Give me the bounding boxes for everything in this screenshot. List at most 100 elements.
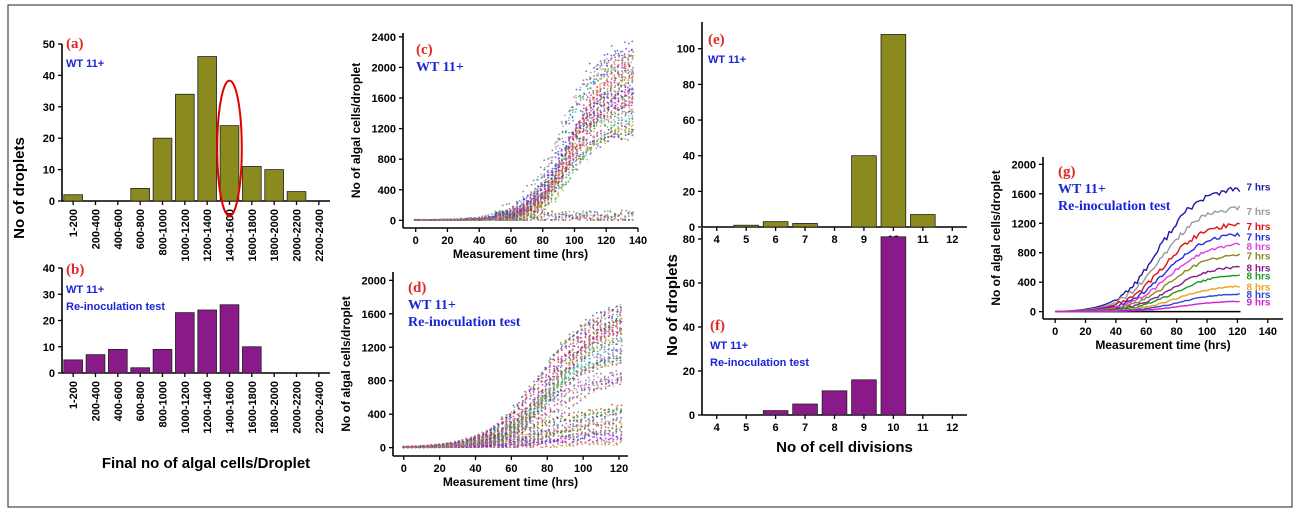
c-scatter-point (537, 208, 539, 211)
c-scatter-point (581, 121, 584, 124)
c-scatter-point (603, 131, 606, 134)
c-scatter-point (624, 91, 626, 94)
d-scatter-point (548, 435, 550, 438)
c-scatter-point (537, 214, 540, 217)
c-scatter-point (603, 81, 605, 84)
c-scatter-point (498, 214, 500, 217)
c-scatter-point (519, 213, 522, 216)
c-scatter-point (585, 154, 588, 157)
c-scatter-point (610, 63, 613, 66)
c-scatter-point (599, 90, 602, 92)
c-scatter-point (617, 128, 620, 131)
c-scatter-point (518, 199, 521, 202)
c-scatter-point (541, 193, 544, 196)
c-scatter-point (621, 122, 623, 124)
c-scatter-point (578, 214, 581, 217)
c-scatter-point (606, 74, 608, 76)
b-xtick-label: 2200-2400 (314, 381, 326, 434)
c-scatter-point (561, 211, 564, 213)
panel-annotation: WT 11+ (66, 284, 104, 296)
c-scatter-point (607, 85, 610, 87)
c-scatter-point (586, 83, 589, 86)
c-scatter-point (522, 211, 525, 214)
c-scatter-point (508, 202, 510, 205)
c-scatter-point (583, 83, 585, 86)
c-scatter-point (523, 208, 526, 211)
c-scatter-point (579, 95, 582, 97)
c-scatter-point (593, 219, 596, 221)
c-scatter-point (579, 158, 582, 161)
c-scatter-point (567, 119, 570, 122)
c-scatter-point (593, 214, 596, 217)
c-scatter-point (625, 65, 627, 68)
c-scatter-point (588, 91, 591, 94)
c-scatter-point (614, 50, 616, 53)
c-scatter-point (593, 135, 595, 138)
c-scatter-point (557, 169, 560, 172)
c-scatter-point (603, 93, 606, 96)
c-scatter-point (624, 41, 626, 43)
c-scatter-point (614, 94, 617, 97)
c-scatter-point (547, 212, 549, 215)
c-scatter-point (613, 90, 616, 92)
b-bar (85, 354, 106, 374)
c-scatter-point (611, 113, 614, 116)
c-scatter-point (610, 121, 613, 124)
c-scatter-point (572, 150, 574, 153)
c-scatter-point (613, 136, 615, 139)
c-scatter-point (543, 201, 546, 204)
c-scatter-point (593, 114, 596, 117)
e-bar (851, 155, 877, 228)
c-scatter-point (558, 165, 561, 168)
c-scatter-point (600, 219, 603, 221)
c-scatter-point (564, 216, 567, 219)
c-scatter-point (590, 211, 592, 213)
c-scatter-point (611, 97, 613, 100)
d-xtick-label: 60 (505, 463, 517, 475)
c-scatter-point (571, 145, 574, 148)
c-scatter-point (630, 111, 633, 113)
c-scatter-point (565, 181, 567, 184)
c-scatter-point (509, 219, 512, 221)
c-scatter-point (590, 130, 593, 133)
a-ytick-label: 40 (43, 70, 55, 82)
a-ytick-label: 30 (43, 102, 55, 114)
d-scatter-point (611, 411, 614, 414)
c-scatter-point (628, 102, 631, 104)
c-scatter-point (513, 211, 516, 214)
c-scatter-point (562, 140, 565, 143)
c-scatter-point (600, 117, 603, 120)
b-bar (242, 346, 262, 374)
c-scatter-point (574, 142, 577, 145)
c-scatter-point (628, 210, 631, 213)
panel-annotation: WT 11+ (708, 54, 746, 66)
c-scatter-point (596, 117, 598, 120)
c-scatter-point (631, 40, 634, 43)
c-scatter-point (546, 165, 549, 168)
c-scatter-point (534, 203, 536, 206)
c-scatter-point (564, 213, 566, 216)
c-scatter-point (607, 102, 610, 104)
c-scatter-point (628, 133, 631, 136)
c-scatter-point (512, 207, 514, 210)
c-scatter-point (610, 72, 613, 75)
c-scatter-point (513, 217, 516, 219)
c-scatter-point (609, 117, 612, 119)
c-scatter-point (575, 94, 577, 97)
c-scatter-point (579, 156, 582, 158)
c-scatter-point (567, 145, 570, 148)
c-scatter-point (562, 177, 565, 180)
c-scatter-point (590, 106, 592, 109)
c-scatter-point (624, 134, 627, 137)
c-scatter-point (582, 210, 585, 213)
c-scatter-point (581, 130, 584, 133)
c-scatter-point (603, 210, 606, 213)
c-scatter-point (616, 103, 619, 106)
c-scatter-point (547, 213, 550, 216)
c-scatter-point (485, 217, 488, 220)
c-scatter-point (627, 59, 630, 62)
c-scatter-point (557, 144, 559, 147)
c-scatter-point (613, 63, 616, 66)
c-scatter-point (621, 96, 624, 99)
c-scatter-point (628, 122, 631, 125)
